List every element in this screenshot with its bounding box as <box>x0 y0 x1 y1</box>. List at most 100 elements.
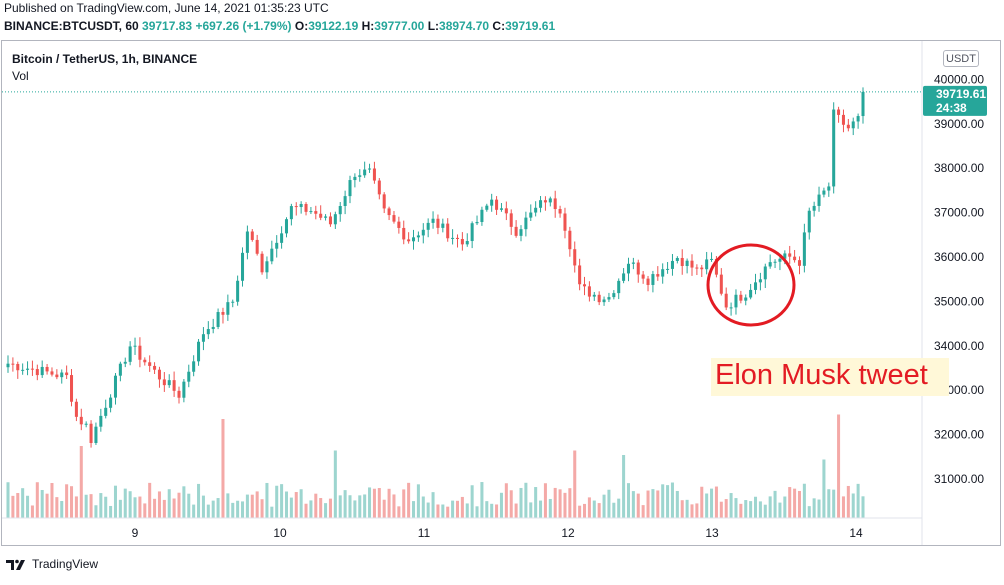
candle-body[interactable] <box>192 361 196 372</box>
candle-body[interactable] <box>861 91 865 117</box>
candle-body[interactable] <box>724 293 728 308</box>
candle-body[interactable] <box>539 200 543 208</box>
candle-body[interactable] <box>69 375 74 402</box>
candle-body[interactable] <box>519 229 523 236</box>
candle-body[interactable] <box>436 218 440 228</box>
candle-body[interactable] <box>89 423 93 443</box>
candle-body[interactable] <box>153 365 157 370</box>
candle-body[interactable] <box>568 230 572 250</box>
candle-body[interactable] <box>113 375 118 398</box>
candle-body[interactable] <box>226 302 230 315</box>
candle-body[interactable] <box>856 116 860 122</box>
candle-body[interactable] <box>543 200 547 203</box>
candle-body[interactable] <box>524 217 528 230</box>
candle-body[interactable] <box>55 374 59 378</box>
candle-body[interactable] <box>416 235 420 238</box>
candle-body[interactable] <box>377 180 381 195</box>
candle-body[interactable] <box>612 293 616 298</box>
candle-body[interactable] <box>348 180 352 197</box>
candle-body[interactable] <box>534 207 538 213</box>
candle-body[interactable] <box>128 346 132 362</box>
candle-body[interactable] <box>182 381 186 398</box>
candle-body[interactable] <box>60 372 64 378</box>
candle-body[interactable] <box>343 196 347 206</box>
candle-body[interactable] <box>651 274 655 285</box>
candle-body[interactable] <box>631 262 635 264</box>
candle-body[interactable] <box>11 363 15 365</box>
candle-body[interactable] <box>6 363 10 368</box>
candle-body[interactable] <box>16 363 20 371</box>
candle-body[interactable] <box>734 294 738 308</box>
candle-body[interactable] <box>558 209 562 214</box>
candle-body[interactable] <box>319 213 323 218</box>
candle-body[interactable] <box>670 260 674 269</box>
candle-body[interactable] <box>84 423 88 425</box>
candle-body[interactable] <box>793 256 797 261</box>
volume-legend[interactable]: Vol <box>12 69 29 83</box>
candle-body[interactable] <box>460 238 464 245</box>
candle-body[interactable] <box>514 226 518 236</box>
candle-body[interactable] <box>333 214 337 225</box>
candle-body[interactable] <box>763 266 767 280</box>
candle-body[interactable] <box>675 257 679 261</box>
candle-body[interactable] <box>666 268 670 270</box>
candle-body[interactable] <box>773 261 777 263</box>
candle-body[interactable] <box>206 329 210 335</box>
candle-body[interactable] <box>231 301 235 303</box>
candle-body[interactable] <box>788 253 792 257</box>
candle-body[interactable] <box>685 260 689 267</box>
candle-body[interactable] <box>30 368 34 370</box>
candle-body[interactable] <box>280 233 284 243</box>
candle-body[interactable] <box>451 237 455 239</box>
candle-body[interactable] <box>846 124 850 129</box>
candle-body[interactable] <box>822 190 826 195</box>
candle-body[interactable] <box>636 262 640 275</box>
candle-body[interactable] <box>812 205 816 211</box>
candle-body[interactable] <box>397 221 401 228</box>
candle-body[interactable] <box>133 345 137 347</box>
candle-body[interactable] <box>94 426 98 443</box>
candle-body[interactable] <box>827 186 831 191</box>
candle-body[interactable] <box>338 205 342 215</box>
candle-body[interactable] <box>382 194 386 209</box>
tradingview-brand[interactable]: TradingView <box>6 557 98 571</box>
candle-body[interactable] <box>250 231 254 240</box>
candle-body[interactable] <box>245 231 249 253</box>
candle-body[interactable] <box>26 368 30 370</box>
candle-body[interactable] <box>607 297 611 300</box>
candle-body[interactable] <box>597 294 601 303</box>
candle-body[interactable] <box>118 363 122 376</box>
candle-body[interactable] <box>270 248 274 262</box>
candle-body[interactable] <box>201 334 205 342</box>
candle-body[interactable] <box>778 258 782 262</box>
candle-body[interactable] <box>40 366 44 376</box>
candle-body[interactable] <box>275 242 279 249</box>
candle-body[interactable] <box>104 407 108 416</box>
candle-body[interactable] <box>65 372 69 376</box>
candle-body[interactable] <box>358 175 362 177</box>
candle-body[interactable] <box>656 274 660 277</box>
candle-body[interactable] <box>646 278 650 285</box>
candle-body[interactable] <box>167 380 171 386</box>
candle-body[interactable] <box>548 198 552 203</box>
candle-body[interactable] <box>123 361 127 364</box>
candle-body[interactable] <box>411 237 416 242</box>
candle-body[interactable] <box>797 260 802 266</box>
candle-body[interactable] <box>446 223 450 239</box>
candle-body[interactable] <box>480 209 484 222</box>
candle-body[interactable] <box>739 294 743 301</box>
candle-body[interactable] <box>802 232 806 266</box>
candle-body[interactable] <box>641 274 645 279</box>
candle-body[interactable] <box>236 280 240 302</box>
candle-body[interactable] <box>768 262 772 267</box>
candle-body[interactable] <box>221 312 225 315</box>
candle-body[interactable] <box>289 206 293 220</box>
candle-body[interactable] <box>21 369 25 371</box>
candle-body[interactable] <box>309 211 313 213</box>
candle-body[interactable] <box>172 380 176 391</box>
candle-body[interactable] <box>240 252 245 281</box>
candle-body[interactable] <box>661 269 665 277</box>
candle-body[interactable] <box>431 218 435 223</box>
candle-body[interactable] <box>328 216 332 225</box>
candle-body[interactable] <box>299 204 303 208</box>
